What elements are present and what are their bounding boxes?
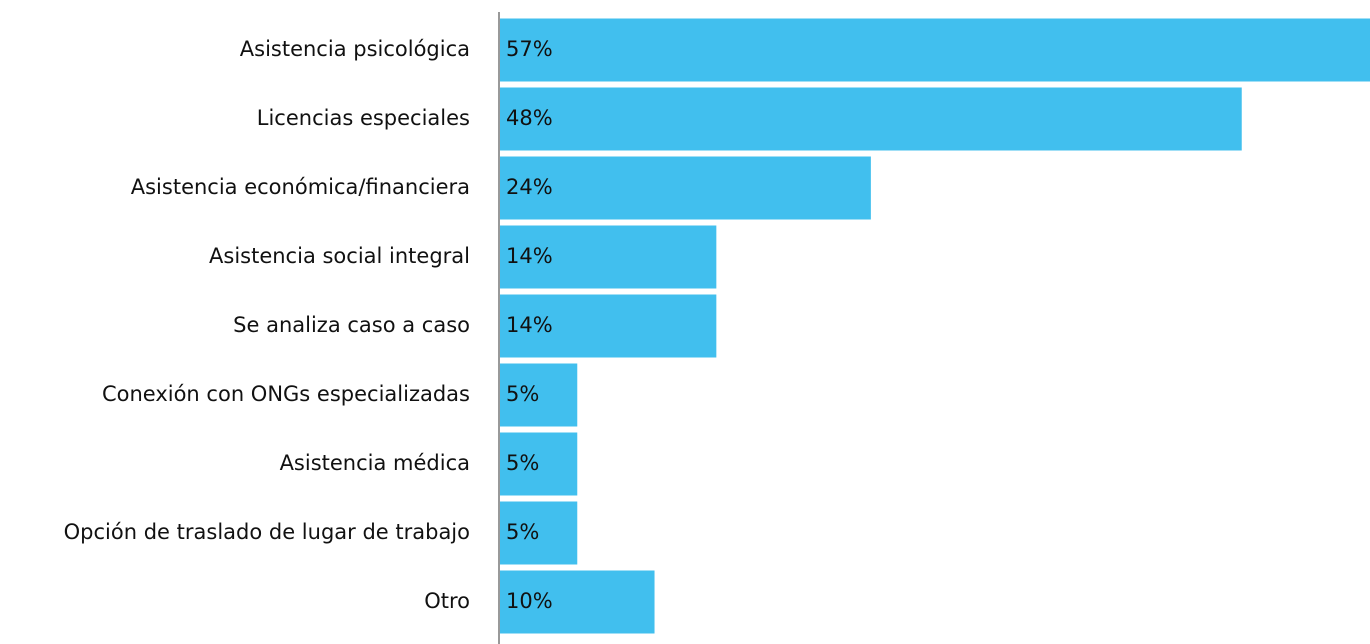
category-label: Licencias especiales: [257, 106, 470, 130]
bar: [500, 501, 578, 565]
bar: [500, 225, 717, 289]
value-label: 5%: [506, 520, 539, 544]
bar: [500, 432, 578, 496]
value-label: 24%: [506, 175, 553, 199]
value-label: 10%: [506, 589, 553, 613]
category-label: Asistencia psicológica: [240, 37, 470, 61]
category-label: Conexión con ONGs especializadas: [102, 382, 470, 406]
bar: [500, 18, 1370, 82]
value-label: 14%: [506, 313, 553, 337]
category-label: Otro: [424, 589, 470, 613]
value-label: 5%: [506, 451, 539, 475]
category-label: Asistencia económica/financiera: [131, 175, 470, 199]
bar: [500, 570, 655, 634]
plot-area: [500, 18, 1370, 634]
value-label: 14%: [506, 244, 553, 268]
value-label: 57%: [506, 37, 553, 61]
category-label: Asistencia médica: [280, 451, 470, 475]
bar: [500, 363, 578, 427]
bar: [500, 156, 871, 220]
value-label: 5%: [506, 382, 539, 406]
value-label: 48%: [506, 106, 553, 130]
category-label: Opción de traslado de lugar de trabajo: [64, 520, 470, 544]
bar: [500, 294, 717, 358]
category-label: Asistencia social integral: [209, 244, 470, 268]
bar: [500, 87, 1242, 151]
category-label: Se analiza caso a caso: [233, 313, 470, 337]
